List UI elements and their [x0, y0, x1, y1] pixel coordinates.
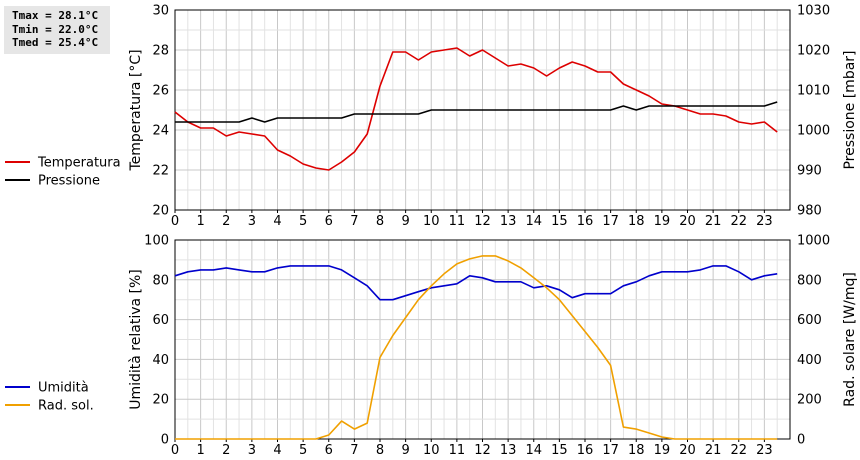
x-tick-label: 16	[577, 214, 594, 229]
y-right-axis-title: Pressione [mbar]	[842, 50, 858, 169]
x-tick-label: 15	[551, 214, 568, 229]
y-left-tick-label: 28	[152, 44, 169, 59]
x-tick-label: 9	[401, 443, 409, 458]
x-tick-label: 0	[171, 443, 179, 458]
x-tick-label: 10	[423, 443, 440, 458]
legend-label: Temperatura	[37, 156, 121, 171]
y-right-tick-label: 600	[797, 313, 822, 328]
x-tick-label: 3	[248, 443, 256, 458]
y-left-tick-label: 0	[161, 433, 169, 448]
x-tick-label: 9	[401, 214, 409, 229]
y-right-tick-label: 1000	[797, 124, 830, 139]
stat-tmin: Tmin = 22.0°C	[12, 22, 99, 36]
x-tick-label: 23	[756, 443, 773, 458]
y-left-axis-title: Umidità relativa [%]	[128, 269, 144, 410]
x-tick-label: 21	[705, 214, 722, 229]
x-tick-label: 22	[730, 443, 747, 458]
x-tick-label: 7	[350, 214, 358, 229]
x-tick-label: 4	[273, 214, 281, 229]
y-left-tick-label: 26	[152, 84, 169, 99]
x-tick-label: 11	[449, 443, 466, 458]
y-right-tick-label: 1000	[797, 234, 830, 249]
x-tick-label: 8	[376, 443, 384, 458]
y-right-axis-title: Rad. solare [W/mq]	[842, 272, 858, 407]
x-tick-label: 18	[628, 443, 645, 458]
series-line-umidit-	[174, 265, 778, 301]
x-tick-label: 16	[577, 443, 594, 458]
y-left-tick-label: 22	[152, 164, 169, 179]
x-tick-label: 12	[474, 214, 491, 229]
x-tick-label: 22	[730, 214, 747, 229]
y-left-tick-label: 40	[152, 353, 169, 368]
y-right-tick-label: 800	[797, 273, 822, 288]
x-tick-label: 4	[273, 443, 281, 458]
x-tick-label: 14	[525, 443, 542, 458]
x-tick-label: 0	[171, 214, 179, 229]
y-right-tick-label: 1020	[797, 44, 830, 59]
x-tick-label: 8	[376, 214, 384, 229]
y-left-tick-label: 30	[152, 4, 169, 19]
x-tick-label: 10	[423, 214, 440, 229]
x-tick-label: 17	[602, 214, 619, 229]
y-left-axis-title: Temperatura [°C]	[128, 49, 144, 171]
y-right-tick-label: 200	[797, 393, 822, 408]
x-tick-label: 11	[449, 214, 466, 229]
y-right-tick-label: 400	[797, 353, 822, 368]
legend-label: Rad. sol.	[38, 399, 94, 414]
y-left-tick-label: 20	[152, 393, 169, 408]
x-tick-label: 5	[299, 443, 307, 458]
x-tick-label: 12	[474, 443, 491, 458]
y-right-tick-label: 1010	[797, 84, 830, 99]
x-tick-label: 17	[602, 443, 619, 458]
x-tick-label: 7	[350, 443, 358, 458]
series-line-rad-sol-	[175, 255, 778, 440]
x-tick-label: 19	[654, 214, 671, 229]
x-tick-label: 20	[679, 214, 696, 229]
series-line-pressione	[175, 101, 778, 123]
x-tick-label: 6	[325, 443, 333, 458]
y-left-tick-label: 80	[152, 273, 169, 288]
x-tick-label: 18	[628, 214, 645, 229]
x-tick-label: 1	[196, 214, 204, 229]
x-tick-label: 19	[654, 443, 671, 458]
y-left-tick-label: 20	[152, 204, 169, 219]
x-tick-label: 1	[196, 443, 204, 458]
y-right-tick-label: 980	[797, 204, 822, 219]
y-right-tick-label: 0	[797, 433, 805, 448]
x-tick-label: 5	[299, 214, 307, 229]
x-tick-label: 13	[500, 214, 517, 229]
x-tick-label: 13	[500, 443, 517, 458]
legend-label: Pressione	[38, 174, 100, 189]
y-left-tick-label: 60	[152, 313, 169, 328]
chart-panel-1: 0 1 2 3 4 5 6 7 8 9 10 11 12 13 14 15 16 17 18 19 20 21 22 2320…	[5, 4, 858, 229]
chart-panel-2: 0 1 2 3 4 5 6 7 8 9 10 11 12 13 14 15 16 17 18 19 20 21 22 2302…	[5, 234, 858, 458]
stat-tmax: Tmax = 28.1°C	[12, 9, 99, 22]
x-tick-label: 14	[525, 214, 542, 229]
x-tick-label: 3	[248, 214, 256, 229]
x-tick-label: 2	[222, 214, 230, 229]
x-tick-label: 21	[705, 443, 722, 458]
stats-box: Tmax = 28.1°C Tmin = 22.0°C Tmed = 25.4°…	[4, 6, 110, 54]
y-left-tick-label: 24	[152, 124, 169, 139]
y-right-tick-label: 1030	[797, 4, 830, 19]
x-tick-label: 6	[325, 214, 333, 229]
stat-tmed: Tmed = 25.4°C	[12, 36, 99, 49]
series-line-temperatura	[174, 47, 778, 171]
legend-label: Umidità	[38, 381, 89, 396]
x-tick-label: 23	[756, 214, 773, 229]
x-tick-label: 20	[679, 443, 696, 458]
x-tick-label: 2	[222, 443, 230, 458]
y-left-tick-label: 100	[144, 234, 169, 249]
y-right-tick-label: 990	[797, 164, 822, 179]
x-tick-label: 15	[551, 443, 568, 458]
